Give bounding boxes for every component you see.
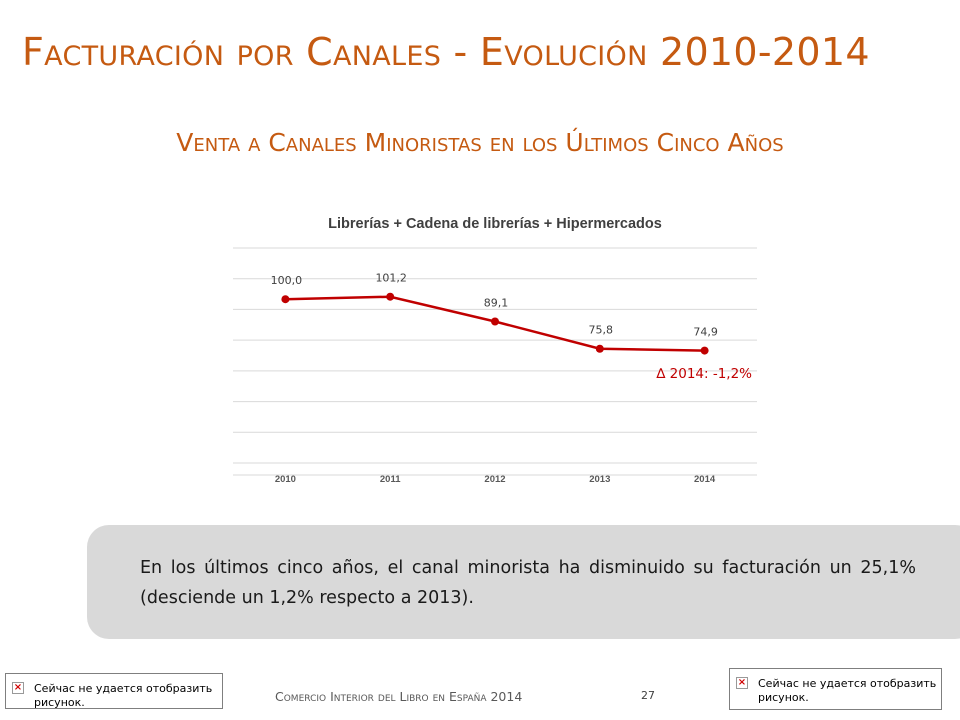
data-label: 100,0 <box>271 274 303 287</box>
data-point <box>491 317 499 326</box>
data-label: 101,2 <box>375 272 407 285</box>
broken-image-left: × Сейчас не удается отобразить рисунок. <box>5 673 223 709</box>
x-tick-label: 2011 <box>380 474 401 485</box>
chart-gridlines <box>233 247 757 476</box>
x-axis-tick-labels: 2010 2011 2012 2013 2014 <box>275 474 716 485</box>
data-point <box>595 344 604 353</box>
data-label: 74,9 <box>693 326 718 339</box>
line-chart: Librerías + Cadena de librerías + Hiperm… <box>233 216 757 485</box>
slide-subtitle: Venta a Canales Minoristas en los Último… <box>176 128 784 157</box>
slide-title: Facturación por Canales - Evolución 2010… <box>22 30 870 74</box>
broken-image-message: Сейчас не удается отобразить рисунок. <box>758 677 937 704</box>
broken-image-icon: × <box>12 682 24 694</box>
data-labels: 100,0 101,2 89,1 75,8 74,9 <box>271 272 718 339</box>
chart-title: Librerías + Cadena de librerías + Hiperm… <box>328 216 662 232</box>
data-points <box>281 292 709 355</box>
data-point <box>386 292 395 301</box>
x-tick-label: 2014 <box>694 474 716 485</box>
summary-box <box>87 525 960 639</box>
data-point <box>281 295 290 304</box>
broken-image-icon: × <box>736 677 748 689</box>
summary-text: En los últimos cinco años, el canal mino… <box>140 558 916 608</box>
x-tick-label: 2010 <box>275 474 296 485</box>
page-number: 27 <box>641 689 655 702</box>
delta-annotation: ∆ 2014: -1,2% <box>655 366 752 382</box>
footer-text: Comercio Interior del Libro en España 20… <box>275 689 523 704</box>
data-point <box>700 346 709 355</box>
data-label: 75,8 <box>589 324 614 337</box>
broken-image-message: Сейчас не удается отобразить рисунок. <box>34 682 213 709</box>
x-tick-label: 2013 <box>589 474 610 485</box>
data-label: 89,1 <box>484 297 509 310</box>
broken-image-right: × Сейчас не удается отобразить рисунок. <box>729 668 942 710</box>
x-tick-label: 2012 <box>484 474 505 485</box>
